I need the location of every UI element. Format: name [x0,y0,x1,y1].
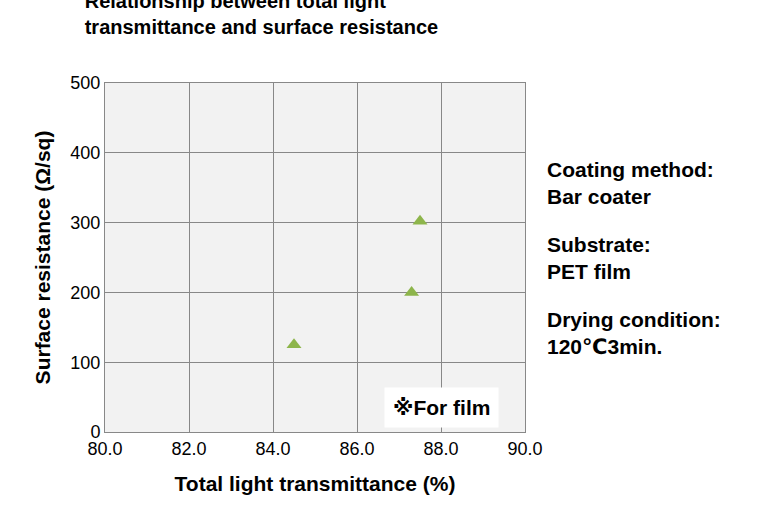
svg-text:90.0: 90.0 [507,439,542,459]
svg-text:Substrate:PET film: Substrate:PET film [547,233,651,283]
svg-text:Drying condition:120℃3min.: Drying condition:120℃3min. [547,308,721,358]
svg-text:86.0: 86.0 [339,439,374,459]
svg-text:※For film: ※For film [393,396,490,419]
svg-text:Total light transmittance (%): Total light transmittance (%) [175,472,456,495]
svg-text:400: 400 [70,143,100,163]
svg-text:100: 100 [70,353,100,373]
svg-text:88.0: 88.0 [423,439,458,459]
svg-text:500: 500 [70,73,100,93]
svg-text:200: 200 [70,283,100,303]
svg-text:80.0: 80.0 [87,439,122,459]
svg-text:0: 0 [90,422,100,442]
svg-text:Coating method:Bar coater: Coating method:Bar coater [547,158,714,208]
svg-text:84.0: 84.0 [255,439,290,459]
svg-text:82.0: 82.0 [171,439,206,459]
svg-text:300: 300 [70,213,100,233]
svg-text:Relationship between total lig: Relationship between total lighttransmit… [85,0,439,38]
svg-text:Surface resistance (Ω/sq): Surface resistance (Ω/sq) [31,131,54,385]
